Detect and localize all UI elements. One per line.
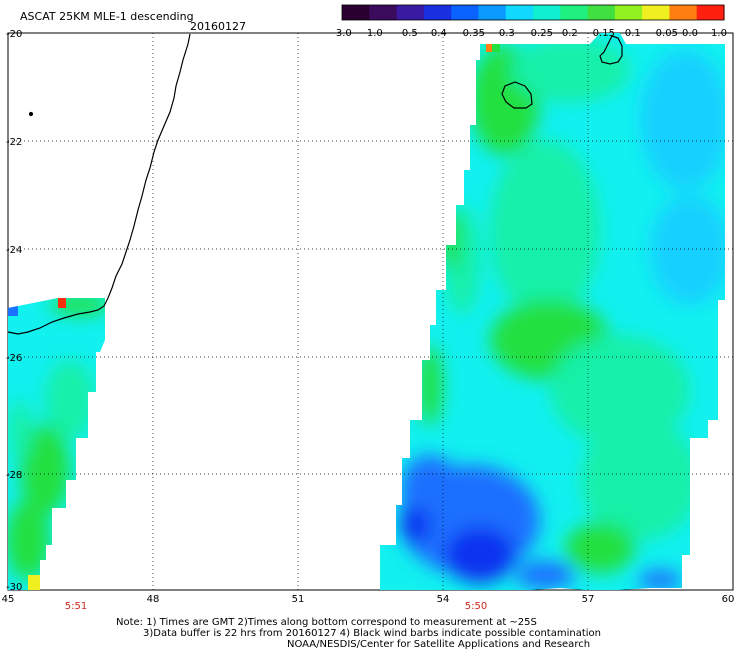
west-cyangreen-mid (45, 360, 95, 440)
gridlines (8, 33, 733, 590)
patch-sky-east (640, 50, 725, 190)
patch-cyangreen-mid (550, 335, 690, 445)
lat-label: -28 (6, 470, 22, 481)
patch-green-west-low (418, 345, 442, 425)
colorbar-segment (505, 5, 534, 20)
colorbar-segment (478, 5, 507, 20)
coastlines (7, 33, 623, 335)
lat-labels: -20 -22 -24 -26 -28 -30 (6, 29, 22, 593)
west-pixel-red (58, 298, 66, 308)
colorbar-border (341, 4, 725, 21)
patch-green-south (565, 523, 635, 573)
colorbar-tick-label: -0.2 (558, 28, 578, 39)
map-title: ASCAT 25KM MLE-1 descending (20, 10, 194, 23)
colorbar-segment (396, 5, 425, 20)
colorbar-segment (342, 5, 370, 20)
patch-cyangreen-ne (510, 38, 630, 102)
patch-deepblue-core (445, 527, 515, 583)
colorbar-tick-label: -1.0 (363, 28, 383, 39)
lon-label: 45 (2, 594, 15, 605)
colorbar (341, 4, 725, 21)
patch-cyangreen-se (580, 420, 700, 540)
west-green-bottom (8, 500, 50, 580)
colorbar-tick-label: 0.0 (682, 28, 698, 39)
colorbar-tick-label: -0.25 (527, 28, 553, 39)
patch-sky-east-mid (650, 195, 725, 305)
colorbar-tick-label: 1.0 (711, 28, 727, 39)
colorbar-segment (669, 5, 698, 20)
patch-blue-south2 (638, 570, 682, 590)
colorbar-segment (587, 5, 616, 20)
colorbar-tick-label: -0.35 (459, 28, 485, 39)
mauritius-coast (599, 35, 623, 65)
colorbar-segment (451, 5, 480, 20)
west-green-low (20, 425, 70, 515)
islet (28, 111, 34, 117)
west-pixel-blue (8, 306, 18, 316)
lat-label: -30 (6, 582, 22, 593)
colorbar-tick-label: -0.15 (589, 28, 615, 39)
colorbar-segment (369, 5, 398, 20)
lon-label: 57 (582, 594, 595, 605)
lon-label: 51 (292, 594, 305, 605)
lon-label: 48 (147, 594, 160, 605)
colorbar-tick-label: -0.3 (495, 28, 515, 39)
lon-labels: 45 48 51 54 57 60 (2, 594, 735, 605)
map-date: 20160127 (190, 20, 246, 33)
colorbar-tick-label: -0.5 (398, 28, 418, 39)
lat-label: -24 (6, 245, 22, 256)
lon-label: 54 (437, 594, 450, 605)
madagascar-coast (7, 33, 191, 335)
colorbar-segment (423, 5, 452, 20)
patch-deepblue-core2 (400, 507, 430, 543)
note-line-1: Note: 1) Times are GMT 2)Times along bot… (116, 617, 537, 628)
west-cyangreen-left (8, 400, 32, 460)
pass-time-east: 5:50 (465, 601, 487, 612)
lon-label: 60 (722, 594, 735, 605)
pixel-orange (486, 44, 492, 52)
colorbar-ticks: -3.0 -1.0 -0.5 -0.4 -0.35 -0.3 -0.25 -0.… (332, 28, 727, 39)
lat-label: -22 (6, 137, 22, 148)
west-pixel-yellow (28, 575, 42, 590)
note-line-3: NOAA/NESDIS/Center for Satellite Applica… (287, 639, 591, 650)
colorbar-tick-label: -0.4 (427, 28, 447, 39)
colorbar-segment (533, 5, 561, 20)
note-line-2: 3)Data buffer is 22 hrs from 20160127 4)… (143, 628, 601, 639)
colorbar-segment (560, 5, 589, 20)
pixel-green-ne (492, 44, 500, 52)
colorbar-segment (696, 5, 725, 20)
lat-label: -20 (6, 29, 22, 40)
colorbar-segment (614, 5, 643, 20)
colorbar-tick-label: -3.0 (332, 28, 352, 39)
patch-green-reunion (488, 84, 532, 136)
pass-time-west: 5:51 (65, 601, 87, 612)
patch-cyangreen-center (490, 140, 600, 320)
colorbar-segment (642, 5, 671, 20)
patch-blue-south (515, 561, 575, 589)
colorbar-tick-label: -0.05 (652, 28, 678, 39)
lat-label: -26 (6, 353, 22, 364)
colorbar-tick-label: -0.1 (621, 28, 641, 39)
reunion-coast (501, 81, 533, 109)
